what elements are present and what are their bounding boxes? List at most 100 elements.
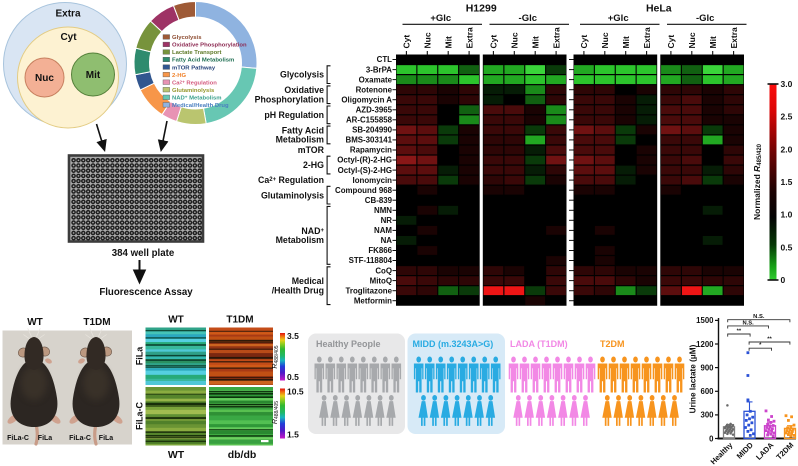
svg-text:AZD-3965: AZD-3965 [356,106,393,115]
svg-text:Fatty Acid Metabolism: Fatty Acid Metabolism [172,58,234,64]
svg-text:Nuc: Nuc [35,73,54,84]
svg-text:N.S.: N.S. [742,320,754,326]
svg-text:/Health Drug: /Health Drug [272,285,324,295]
svg-text:**: ** [767,337,772,343]
svg-text:Cyt: Cyt [60,32,77,43]
svg-text:900: 900 [700,363,714,372]
svg-text:Glutaminolysis: Glutaminolysis [172,88,215,94]
svg-text:+Glc: +Glc [608,13,629,24]
svg-text:db/db: db/db [228,449,257,461]
svg-text:Ca2+ Regulation: Ca2+ Regulation [258,175,324,185]
svg-text:10.5: 10.5 [287,387,304,397]
svg-text:Nuc: Nuc [600,32,610,48]
svg-text:WT: WT [168,449,185,461]
svg-text:Fluorescence Assay: Fluorescence Assay [99,287,193,298]
svg-text:MitoQ: MitoQ [370,276,392,285]
svg-text:WT: WT [27,317,43,328]
svg-text:NAD+ Metabolism: NAD+ Metabolism [172,94,222,102]
svg-text:Extra: Extra [464,27,474,49]
svg-text:1.5: 1.5 [287,430,299,440]
svg-text:Mit: Mit [443,36,453,48]
svg-text:FiLa-C: FiLa-C [7,435,29,442]
svg-text:Glycolysis: Glycolysis [280,70,324,80]
svg-text:Ionomycin: Ionomycin [353,176,393,185]
svg-text:Oxamate: Oxamate [359,75,393,84]
svg-text:Cyt: Cyt [579,35,589,49]
svg-text:CB-839: CB-839 [365,196,393,205]
svg-text:Nuc: Nuc [687,32,697,48]
svg-text:Lactate Transport: Lactate Transport [172,50,221,56]
svg-text:Ca2+ Regulation: Ca2+ Regulation [172,79,217,87]
svg-text:Octyl-(R)-2-HG: Octyl-(R)-2-HG [337,156,392,165]
svg-text:Nuc: Nuc [423,32,433,48]
svg-text:1.5: 1.5 [781,177,793,187]
svg-text:3-BrPA: 3-BrPA [366,65,392,74]
svg-text:Cyt: Cyt [402,35,412,49]
svg-text:SB-204990: SB-204990 [352,126,393,135]
svg-text:Oxidative: Oxidative [284,85,324,95]
svg-text:Extra: Extra [642,27,652,49]
svg-text:1500: 1500 [696,316,714,325]
svg-text:T1DM: T1DM [83,317,110,328]
svg-text:WT: WT [168,315,184,326]
svg-text:2-HG: 2-HG [172,73,186,79]
svg-text:Extra: Extra [551,27,561,49]
svg-text:Fatty Acid: Fatty Acid [282,125,324,135]
svg-text:1.0: 1.0 [781,210,793,220]
svg-text:Mit: Mit [86,70,101,81]
svg-text:Medical/Health Drug: Medical/Health Drug [172,103,229,109]
svg-text:3.5: 3.5 [287,331,299,341]
svg-text:CoQ: CoQ [375,266,392,275]
svg-text:mTOR: mTOR [298,145,325,155]
svg-text:T2DM: T2DM [600,339,625,349]
svg-text:300: 300 [700,411,714,420]
svg-text:Rapamycin: Rapamycin [350,146,392,155]
svg-text:Glycolysis: Glycolysis [172,35,202,41]
svg-text:0.5: 0.5 [287,372,299,382]
svg-text:600: 600 [700,387,714,396]
svg-text:Metabolism: Metabolism [276,235,325,245]
svg-text:R488/405: R488/405 [272,401,280,424]
svg-text:+Glc: +Glc [430,13,451,24]
svg-text:0: 0 [709,434,714,443]
svg-text:T1DM: T1DM [226,315,253,326]
svg-text:pH Regulation: pH Regulation [264,110,324,120]
svg-text:0: 0 [781,275,786,285]
svg-text:**: ** [737,329,742,335]
svg-text:FiLa-C: FiLa-C [135,402,145,430]
svg-text:2-HG: 2-HG [303,160,324,170]
svg-text:0.5: 0.5 [781,242,793,252]
svg-text:Mit: Mit [530,36,540,48]
svg-text:*: * [759,343,762,349]
svg-text:-Glc: -Glc [696,13,714,24]
svg-text:Metabolism: Metabolism [276,135,325,145]
svg-text:Cyt: Cyt [489,35,499,49]
svg-text:1200: 1200 [696,340,714,349]
svg-text:Glutaminolysis: Glutaminolysis [261,190,324,200]
svg-text:NAM: NAM [374,226,392,235]
svg-text:N.S.: N.S. [753,314,765,320]
svg-text:Oxidative Phosphorylation: Oxidative Phosphorylation [172,43,247,49]
svg-text:Rotenone: Rotenone [356,85,393,94]
svg-text:Urine lactate (μM): Urine lactate (μM) [689,344,698,413]
svg-text:Metformin: Metformin [354,296,392,305]
svg-text:Extra: Extra [55,9,80,20]
svg-text:MIDD (m.3243A>G): MIDD (m.3243A>G) [413,339,494,349]
svg-text:Mit: Mit [708,36,718,48]
svg-text:Cyt: Cyt [666,35,676,49]
svg-text:mTOR Pathway: mTOR Pathway [172,65,216,71]
svg-text:Compound 968: Compound 968 [335,186,393,195]
svg-text:NR: NR [381,216,393,225]
svg-text:H1299: H1299 [466,3,497,15]
svg-text:R488/405: R488/405 [272,345,280,368]
svg-text:NMN: NMN [374,206,392,215]
svg-text:Troglitazone: Troglitazone [346,286,393,295]
svg-text:AR-C155858: AR-C155858 [346,116,393,125]
svg-text:Medical: Medical [292,276,324,286]
svg-text:NAD+: NAD+ [301,226,324,236]
svg-text:FK866: FK866 [368,246,392,255]
svg-text:LADA (T1DM): LADA (T1DM) [510,339,568,349]
svg-text:FiLa: FiLa [99,435,113,442]
svg-text:NA: NA [381,236,393,245]
svg-text:Mit: Mit [621,36,631,48]
